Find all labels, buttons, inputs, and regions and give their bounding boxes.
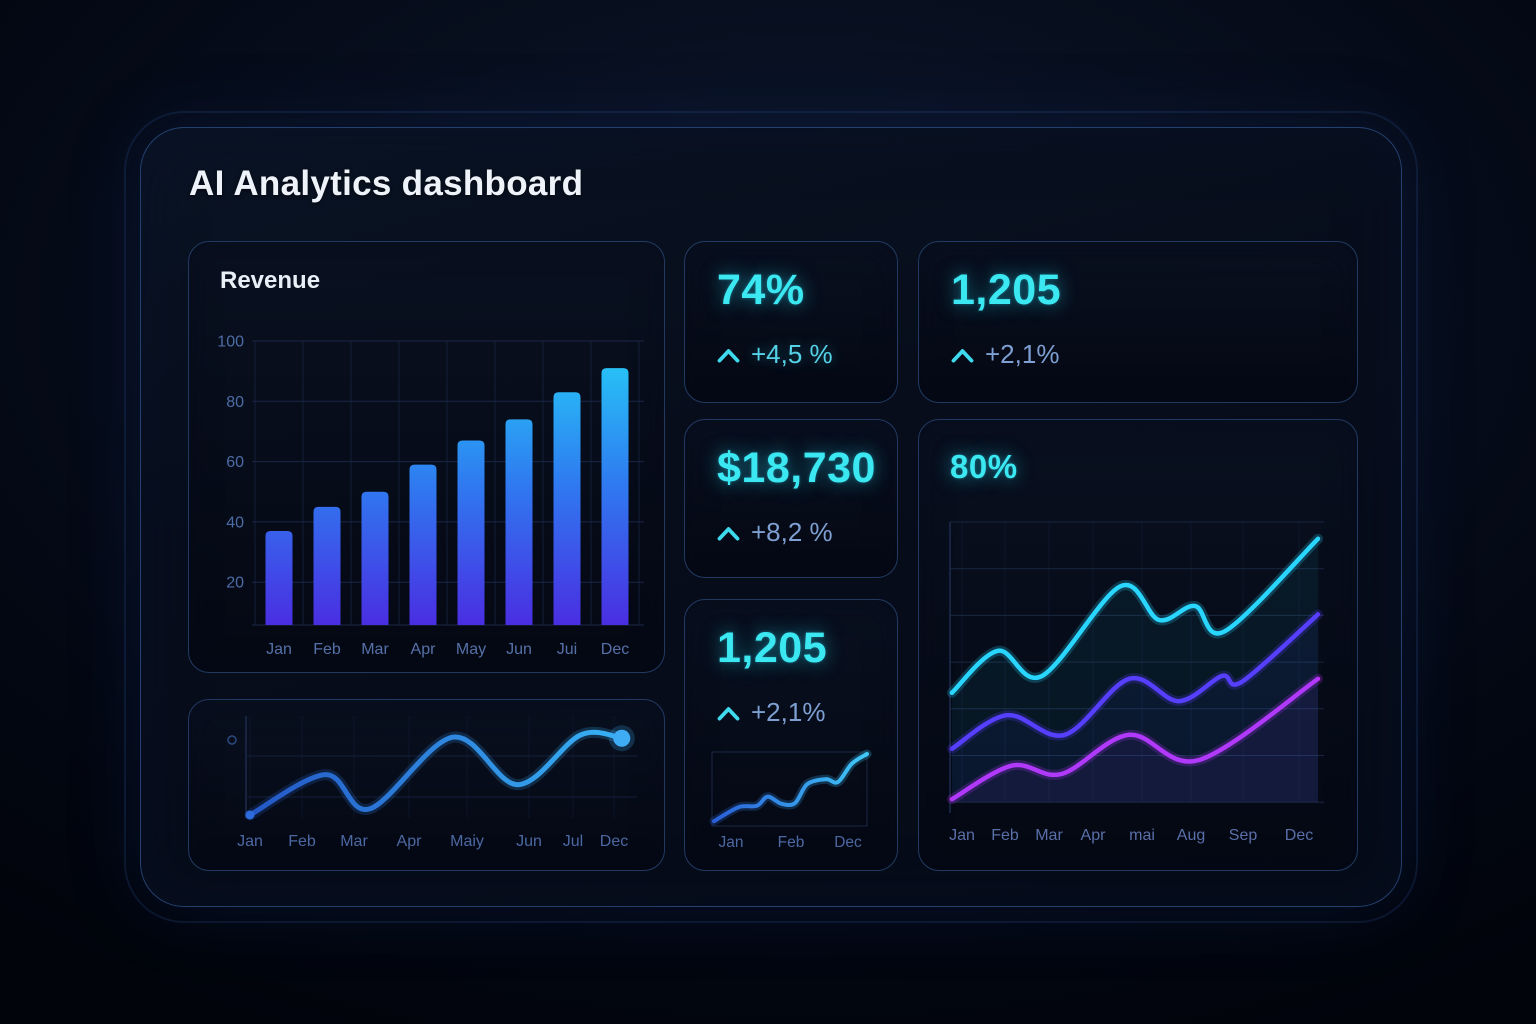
stat-delta-text: +4,5 % xyxy=(751,339,833,369)
performance-line-chart: Jan Feb Mar Apr mai Aug Sep Dec xyxy=(946,521,1324,844)
svg-text:May: May xyxy=(456,641,486,658)
stat-card-completion: 74% +4,5 % xyxy=(684,241,898,403)
performance-card: 80% Jan Feb Mar Apr mai Aug Sep Dec xyxy=(918,419,1358,871)
performance-value: 80% xyxy=(950,448,1018,485)
svg-text:Dec: Dec xyxy=(834,834,862,851)
page-title: AI Analytics dashboard xyxy=(189,164,584,203)
svg-text:Dec: Dec xyxy=(600,833,628,850)
trend-up-icon xyxy=(717,706,740,721)
active-sparkline-chart: Jan Feb Dec xyxy=(709,749,872,851)
svg-text:Mar: Mar xyxy=(361,641,389,658)
svg-text:mai: mai xyxy=(1129,827,1155,844)
stat-delta-text: +8,2 % xyxy=(751,517,833,547)
stat-value: 1,205 xyxy=(717,624,828,672)
trend-up-icon xyxy=(717,348,740,363)
svg-text:Jun: Jun xyxy=(506,641,532,658)
svg-text:Mar: Mar xyxy=(1035,827,1063,844)
stat-card-active: 1,205 +2,1% Jan Feb Dec xyxy=(684,599,898,871)
svg-text:Apr: Apr xyxy=(1081,827,1107,844)
svg-text:Aug: Aug xyxy=(1177,827,1205,844)
svg-text:Apr: Apr xyxy=(411,641,437,658)
svg-text:Jul: Jul xyxy=(563,833,583,850)
stat-value: 74% xyxy=(717,266,805,314)
svg-text:Jan: Jan xyxy=(949,827,975,844)
revenue-bar-chart: 100 80 60 40 20 Jan Feb Mar Apr May Jun Jui Dec xyxy=(217,334,644,658)
svg-text:Apr: Apr xyxy=(397,833,423,850)
stat-delta: +4,5 % xyxy=(716,339,833,370)
revenue-card: Revenue 100 80 60 40 20 Jan Feb Mar Apr May Jun Jui… xyxy=(188,241,665,673)
stat-delta: +8,2 % xyxy=(716,517,833,548)
svg-text:Jun: Jun xyxy=(516,833,542,850)
svg-text:Feb: Feb xyxy=(778,834,805,851)
svg-text:100: 100 xyxy=(217,334,244,351)
svg-text:60: 60 xyxy=(226,454,244,471)
svg-text:Jan: Jan xyxy=(266,641,292,658)
svg-text:Jan: Jan xyxy=(237,833,263,850)
stat-delta: +2,1% xyxy=(950,339,1059,370)
main-panel: AI Analytics dashboard Revenue 100 80 60 40… xyxy=(124,111,1418,923)
svg-text:Feb: Feb xyxy=(288,833,316,850)
svg-text:Jui: Jui xyxy=(557,641,577,658)
svg-text:40: 40 xyxy=(226,514,244,531)
svg-text:Mar: Mar xyxy=(340,833,368,850)
svg-text:Feb: Feb xyxy=(313,641,341,658)
trend-up-icon xyxy=(951,348,974,363)
trend-line-chart: Jan Feb Mar Apr Maiy Jun Jul Dec xyxy=(227,716,637,850)
revenue-title: Revenue xyxy=(220,267,321,294)
stat-card-sessions: 1,205 +2,1% xyxy=(918,241,1358,403)
svg-text:80: 80 xyxy=(226,394,244,411)
svg-text:Dec: Dec xyxy=(1285,827,1313,844)
svg-text:Feb: Feb xyxy=(991,827,1019,844)
svg-text:20: 20 xyxy=(226,575,244,592)
svg-text:Jan: Jan xyxy=(719,834,744,851)
trend-up-icon xyxy=(717,526,740,541)
svg-text:Dec: Dec xyxy=(601,641,629,658)
svg-text:Sep: Sep xyxy=(1229,827,1258,844)
stat-value: 1,205 xyxy=(951,266,1062,314)
trend-card: Jan Feb Mar Apr Maiy Jun Jul Dec xyxy=(188,699,665,871)
stat-card-revenue-total: $18,730 +8,2 % xyxy=(684,419,898,578)
stat-value: $18,730 xyxy=(717,444,876,492)
stat-delta-text: +2,1% xyxy=(751,697,826,727)
stat-delta: +2,1% xyxy=(716,697,825,728)
stat-delta-text: +2,1% xyxy=(985,339,1060,369)
svg-text:Maiy: Maiy xyxy=(450,833,484,850)
